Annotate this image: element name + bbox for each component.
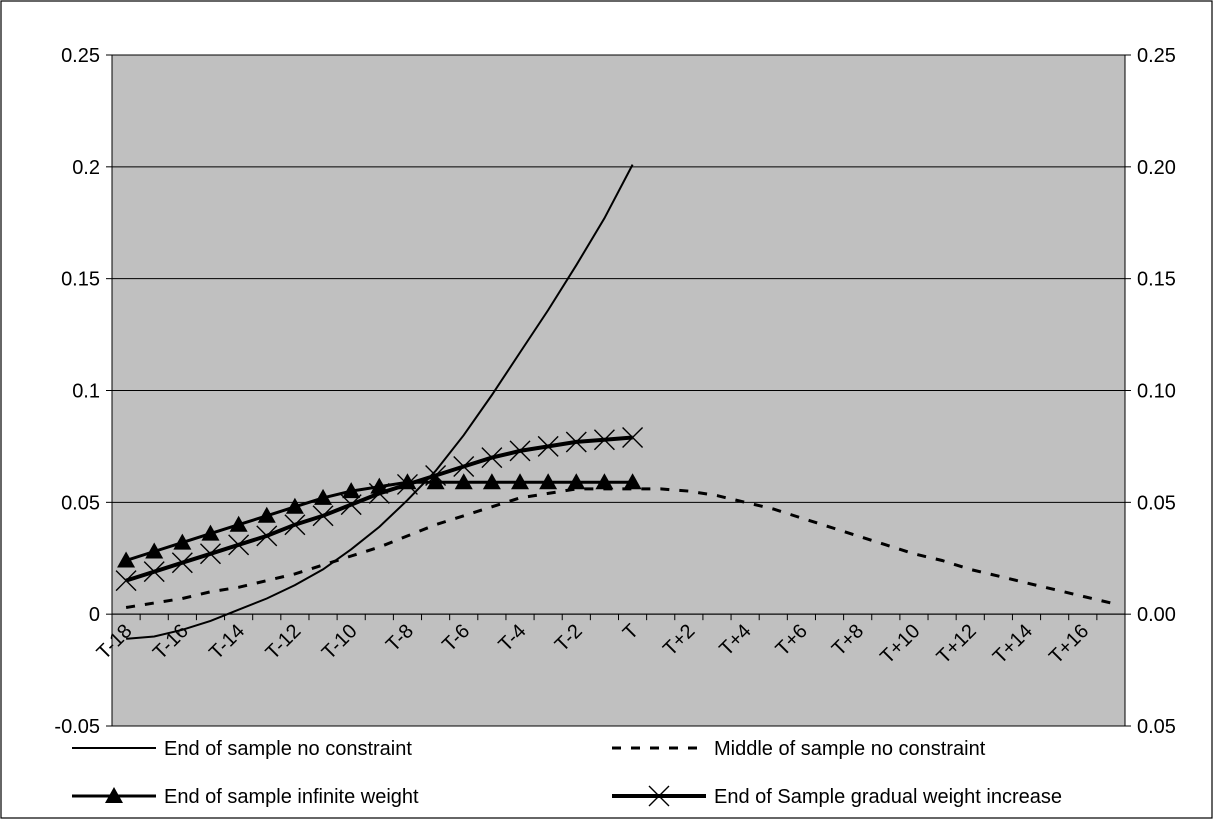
triangle-marker [511, 473, 530, 490]
triangle-marker [173, 533, 192, 550]
y-left-tick-label: 0.1 [72, 381, 100, 403]
triangle-marker [567, 473, 586, 490]
y-left-tick-label: -0.05 [54, 716, 100, 738]
triangle-marker [426, 473, 445, 490]
y-left-tick-label: 0.15 [61, 269, 100, 291]
y-left-tick-label: 0.2 [72, 157, 100, 179]
x-marker [284, 514, 306, 536]
x-marker [228, 534, 250, 556]
y-left-tick-label: 0.05 [61, 492, 100, 514]
x-marker [312, 505, 334, 527]
triangle-marker [145, 542, 164, 559]
x-marker [481, 447, 503, 469]
legend-label: End of sample no constraint [164, 738, 412, 760]
x-marker [143, 561, 165, 583]
triangle-marker [342, 482, 361, 499]
legend-item: End of sample no constraint [72, 738, 412, 760]
x-marker [593, 429, 615, 451]
y-right-tick-label: 0.05 [1137, 492, 1176, 514]
triangle-marker [117, 551, 136, 568]
legend-item: Middle of sample no constraint [612, 738, 986, 760]
y-right-tick-label: 0.25 [1137, 45, 1176, 67]
triangle-marker [623, 473, 642, 490]
legend-x-marker [648, 785, 670, 807]
y-right-tick-label: 0.05 [1137, 716, 1176, 738]
triangle-marker [257, 506, 276, 523]
legend-triangle-marker [105, 787, 123, 803]
x-marker [115, 570, 137, 592]
x-marker [622, 426, 644, 448]
triangle-marker [454, 473, 473, 490]
x-marker [340, 494, 362, 516]
x-marker [171, 552, 193, 574]
x-marker [425, 464, 447, 486]
x-marker [565, 431, 587, 453]
x-marker [256, 525, 278, 547]
triangle-marker [201, 524, 220, 541]
legend-label: Middle of sample no constraint [714, 738, 986, 760]
y-left-tick-label: 0.25 [61, 45, 100, 67]
y-right-tick-label: 0.00 [1137, 604, 1176, 626]
x-marker [537, 435, 559, 457]
triangle-marker [595, 473, 614, 490]
series-line-1 [126, 164, 634, 640]
x-marker [453, 456, 475, 478]
triangle-marker [482, 473, 501, 490]
legend-label: End of Sample gradual weight increase [714, 786, 1062, 808]
x-marker [199, 543, 221, 565]
legend-label: End of sample infinite weight [164, 786, 419, 808]
legend-item: End of Sample gradual weight increase [612, 785, 1062, 808]
legend-item: End of sample infinite weight [72, 786, 419, 808]
y-left-tick-label: 0 [89, 604, 100, 626]
y-right-tick-label: 0.10 [1137, 381, 1176, 403]
triangle-marker [539, 473, 558, 490]
x-marker [368, 482, 390, 504]
y-right-tick-label: 0.20 [1137, 157, 1176, 179]
triangle-marker [229, 515, 248, 532]
triangle-marker [314, 488, 333, 505]
triangle-marker [285, 497, 304, 514]
x-marker [509, 440, 531, 462]
y-right-tick-label: 0.15 [1137, 269, 1176, 291]
x-marker [396, 473, 418, 495]
